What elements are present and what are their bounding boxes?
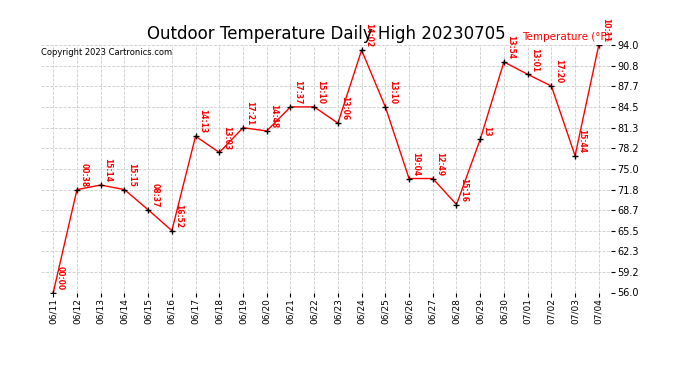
Text: Temperature (°F): Temperature (°F) xyxy=(522,32,611,42)
Text: 17:37: 17:37 xyxy=(293,80,302,104)
Text: 13:01: 13:01 xyxy=(530,48,539,72)
Text: 10:11: 10:11 xyxy=(601,18,610,42)
Text: 17:21: 17:21 xyxy=(246,101,255,125)
Text: 15:14: 15:14 xyxy=(103,158,112,182)
Text: 12:49: 12:49 xyxy=(435,152,444,176)
Text: 13:03: 13:03 xyxy=(221,126,230,150)
Text: 00:00: 00:00 xyxy=(56,266,65,290)
Text: 17:20: 17:20 xyxy=(553,59,563,83)
Text: 16:52: 16:52 xyxy=(174,204,184,228)
Text: 13:10: 13:10 xyxy=(388,80,397,104)
Text: 14:13: 14:13 xyxy=(198,110,207,134)
Text: 14:48: 14:48 xyxy=(269,104,278,128)
Text: 15:16: 15:16 xyxy=(459,178,468,202)
Title: Outdoor Temperature Daily High 20230705: Outdoor Temperature Daily High 20230705 xyxy=(147,26,505,44)
Text: 15:10: 15:10 xyxy=(317,80,326,104)
Text: 13:06: 13:06 xyxy=(340,96,349,120)
Text: 08:37: 08:37 xyxy=(150,183,159,207)
Text: 15:15: 15:15 xyxy=(127,163,136,187)
Text: 13: 13 xyxy=(482,126,491,137)
Text: 19:04: 19:04 xyxy=(411,152,420,176)
Text: Copyright 2023 Cartronics.com: Copyright 2023 Cartronics.com xyxy=(41,48,172,57)
Text: 00:38: 00:38 xyxy=(79,163,88,187)
Text: 14:02: 14:02 xyxy=(364,24,373,48)
Text: 15:44: 15:44 xyxy=(578,129,586,153)
Text: 13:54: 13:54 xyxy=(506,35,515,59)
